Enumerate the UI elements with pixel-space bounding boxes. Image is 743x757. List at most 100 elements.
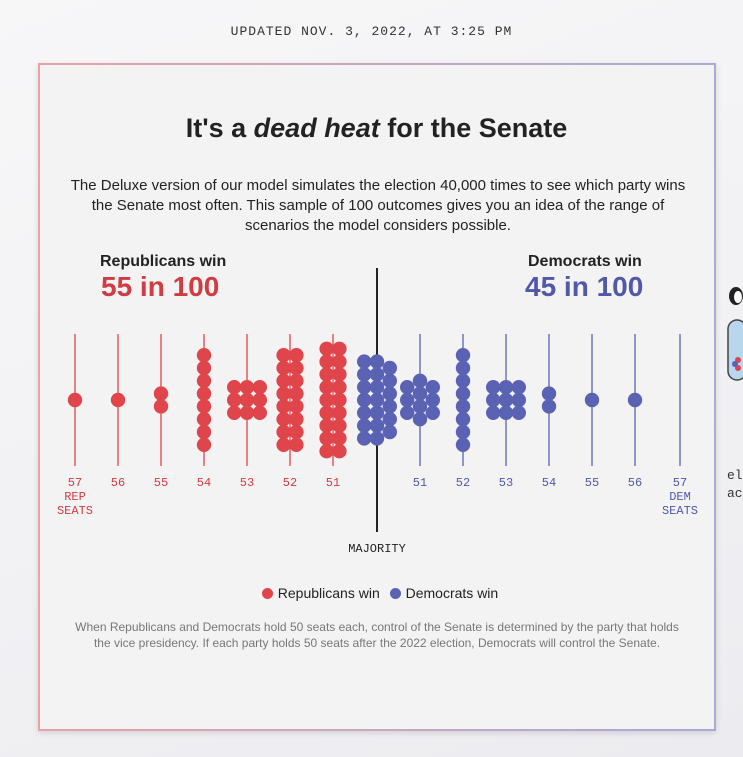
rep-outcome-dot — [289, 348, 304, 363]
rep-outcome-dot — [196, 348, 212, 363]
rep-outcome-dot — [196, 360, 212, 376]
side-text-2: ac — [727, 486, 743, 501]
dem-outcome-dot — [498, 392, 514, 408]
rep-outcome-dot — [332, 431, 347, 446]
rep-outcome-dot — [319, 367, 334, 382]
footnote: When Republicans and Democrats hold 50 s… — [75, 620, 679, 650]
rep-outcome-dot — [289, 360, 304, 376]
rep-outcome-dot — [276, 399, 291, 414]
rep-outcome-dot — [276, 424, 291, 440]
dem-outcome-dot — [425, 405, 440, 420]
dem-outcome-dot — [541, 399, 557, 414]
rep-outcome-dot — [276, 412, 291, 427]
dem-outcome-dot — [425, 380, 440, 395]
rep-outcome-dot — [276, 373, 291, 388]
rep-outcome-dot — [239, 405, 255, 420]
rep-win-value: 55 in 100 — [101, 271, 220, 302]
rep-outcome-dot — [196, 424, 212, 440]
dem-outcome-dot — [584, 392, 600, 408]
dem-outcome-dot — [511, 405, 526, 420]
tick-sublabel: SEATS — [662, 504, 698, 518]
rep-outcome-dot — [289, 386, 304, 401]
tick-label: 52 — [283, 476, 297, 490]
dem-outcome-dot — [400, 380, 415, 395]
majority-label: MAJORITY — [348, 542, 406, 556]
legend-rep-label: Republicans win — [277, 585, 380, 601]
rep-outcome-dot — [252, 392, 267, 408]
tick-label: 51 — [326, 476, 340, 490]
dem-outcome-dot — [357, 431, 372, 446]
rep-outcome-dot — [332, 367, 347, 382]
dem-outcome-dot — [412, 399, 428, 414]
tick-label: 53 — [499, 476, 513, 490]
rep-outcome-dot — [67, 392, 83, 408]
dem-outcome-dot — [486, 380, 501, 395]
dem-outcome-dot — [357, 380, 372, 395]
dem-outcome-dot — [455, 437, 471, 452]
dem-outcome-dot — [412, 412, 428, 427]
title-pre: It's a — [185, 113, 254, 143]
tick-label: 52 — [456, 476, 470, 490]
legend-item-rep: Republicans win — [261, 585, 380, 601]
dem-outcome-dot — [455, 386, 471, 401]
legend: Republicans win Democrats win — [0, 585, 743, 601]
dem-outcome-dot — [369, 392, 385, 408]
rep-outcome-dot — [276, 386, 291, 401]
dem-outcome-dot — [357, 405, 372, 420]
legend-item-dem: Democrats win — [389, 585, 499, 601]
rep-outcome-dot — [196, 373, 212, 388]
rep-outcome-dot — [252, 380, 267, 395]
tick-label: 53 — [240, 476, 254, 490]
rep-outcome-dot — [319, 431, 334, 446]
dem-outcome-dot — [455, 360, 471, 376]
tick-label: 57 — [673, 476, 687, 490]
rep-outcome-dot — [252, 405, 267, 420]
dem-outcome-dot — [455, 424, 471, 440]
dem-outcome-dot — [382, 373, 397, 388]
rep-outcome-dot — [153, 386, 169, 401]
dem-outcome-dot — [486, 405, 501, 420]
side-illustration — [727, 287, 743, 381]
rep-outcome-dot — [319, 405, 334, 420]
rep-outcome-dot — [276, 437, 291, 452]
rep-outcome-dot — [319, 418, 334, 433]
rep-outcome-dot — [239, 380, 255, 395]
tick-label: 55 — [585, 476, 599, 490]
dem-outcome-dot — [400, 392, 415, 408]
rep-win-label: Republicans win — [100, 253, 227, 270]
rep-outcome-dot — [153, 399, 169, 414]
side-text-1: el — [727, 468, 743, 483]
tick-sublabel: DEM — [669, 490, 691, 504]
rep-outcome-dot — [332, 354, 347, 369]
rep-outcome-dot — [289, 412, 304, 427]
tick-label: 57 — [68, 476, 82, 490]
rep-outcome-dot — [319, 380, 334, 395]
dem-win-label: Democrats win — [528, 253, 642, 270]
dem-outcome-dot — [455, 412, 471, 427]
rep-outcome-dot — [196, 399, 212, 414]
tick-sublabel: SEATS — [57, 504, 93, 518]
rep-outcome-dot — [332, 392, 347, 408]
dem-outcome-dot — [357, 392, 372, 408]
dem-outcome-dot — [382, 360, 397, 376]
legend-dem-swatch — [389, 588, 401, 599]
rep-outcome-dot — [332, 405, 347, 420]
dem-outcome-dot — [357, 367, 372, 382]
rep-outcome-dot — [332, 341, 347, 356]
legend-dem-label: Democrats win — [405, 585, 499, 601]
dem-outcome-dot — [498, 405, 514, 420]
rep-outcome-dot — [110, 392, 126, 408]
rep-outcome-dot — [289, 399, 304, 414]
tick-label: 56 — [628, 476, 642, 490]
rep-outcome-dot — [227, 405, 242, 420]
dem-outcome-dot — [455, 348, 471, 363]
chart-title: It's a dead heat for the Senate — [0, 113, 743, 144]
rep-outcome-dot — [319, 341, 334, 356]
updated-timestamp: UPDATED NOV. 3, 2022, AT 3:25 PM — [230, 24, 513, 39]
dem-outcome-dot — [369, 354, 385, 369]
dem-outcome-dot — [412, 373, 428, 388]
rep-outcome-dot — [276, 348, 291, 363]
rep-outcome-dot — [332, 444, 347, 459]
dem-outcome-dot — [541, 386, 557, 401]
